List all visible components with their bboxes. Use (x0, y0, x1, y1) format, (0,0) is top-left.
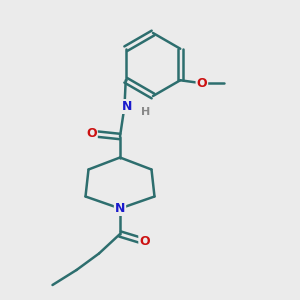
Text: H: H (142, 107, 151, 117)
Text: N: N (122, 100, 132, 113)
Text: N: N (115, 202, 125, 215)
Text: O: O (139, 235, 150, 248)
Text: O: O (196, 77, 207, 90)
Text: O: O (86, 127, 97, 140)
